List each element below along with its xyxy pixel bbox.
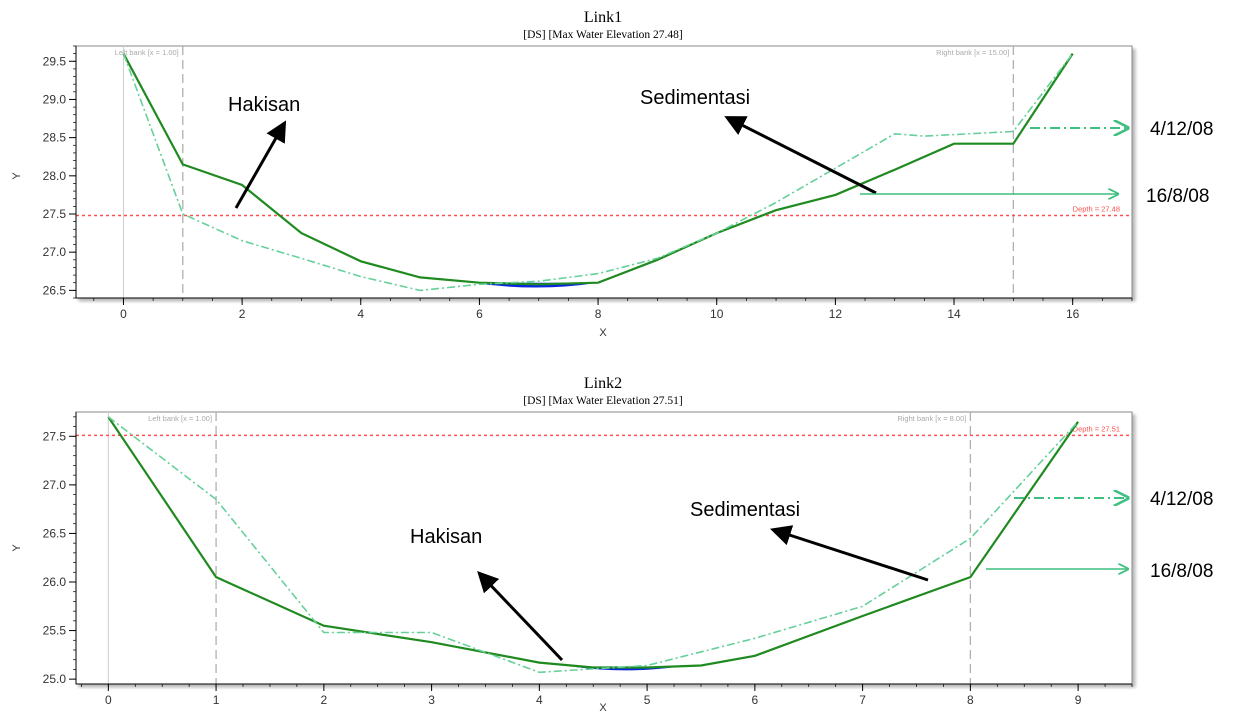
plot-area [75, 411, 1133, 685]
arrow-sedimentasi [724, 116, 877, 195]
series-line-solid [122, 52, 1074, 286]
y-tick-label: 27.0 [43, 245, 67, 259]
series-lines [122, 52, 1074, 292]
chart-link2: Link2 [DS] [Max Water Elevation 27.51] L… [11, 375, 1213, 713]
y-tick-label: 26.5 [43, 526, 67, 540]
y-tick-label: 25.0 [43, 672, 67, 686]
x-tick-label: 8 [595, 307, 602, 321]
annotation-hakisan: Hakisan [228, 94, 300, 116]
y-tick-label: 27.0 [43, 478, 67, 492]
x-tick-label: 2 [320, 693, 327, 707]
x-tick-label: 1 [213, 693, 220, 707]
x-tick-label: 6 [752, 693, 759, 707]
left-bank-label: Left bank [x = 1.00] [148, 414, 212, 423]
x-tick-label: 4 [357, 307, 364, 321]
legend-label-dashed: 4/12/08 [1150, 489, 1213, 510]
x-tick-label: 0 [105, 693, 112, 707]
arrow-hakisan [234, 120, 287, 209]
x-tick-label: 2 [239, 307, 246, 321]
right-bank-label: Right bank [x = 15.00] [936, 48, 1009, 57]
annotation-hakisan: Hakisan [410, 526, 482, 548]
annotation-sedimentasi: Sedimentasi [690, 499, 800, 521]
x-tick-label: 16 [1066, 307, 1080, 321]
y-tick-label: 28.0 [43, 169, 67, 183]
x-tick-label: 5 [644, 693, 651, 707]
y-tick-label: 26.0 [43, 575, 67, 589]
arrow-sedimentasi [770, 525, 929, 582]
x-axis-label: X [599, 327, 607, 339]
right-bank-label: Right bank [x = 8.00] [897, 414, 966, 423]
legend-label-solid: 16/8/08 [1146, 186, 1209, 207]
y-tick-label: 29.5 [43, 54, 67, 68]
x-tick-label: 0 [120, 307, 127, 321]
arrow-hakisan [477, 570, 564, 662]
chart-title: Link2 [584, 375, 622, 392]
axes: 0 1 2 3 4 5 6 7 8 9 25.0 25.5 26.0 26.5 27.0 27.5 [43, 412, 1133, 707]
water-level-label: Depth = 27.48 [1073, 205, 1120, 214]
x-tick-label: 3 [428, 693, 435, 707]
bank-lines: Left bank [x = 1.00] Right bank [x = 8.00… [76, 412, 1132, 684]
chart-subtitle: [DS] [Max Water Elevation 27.51] [523, 395, 683, 407]
series-line-dashed [107, 416, 1079, 674]
axes: 0 2 4 6 8 10 12 14 16 26.5 27.0 27.5 28.0 28.5 29.0 29.… [43, 45, 1133, 321]
x-tick-label: 8 [967, 693, 974, 707]
y-tick-label: 26.5 [43, 283, 67, 297]
chart-link1: Link1 [DS] [Max Water Elevation 27.48] L… [11, 9, 1213, 339]
water-level-label: Depth = 27.51 [1073, 424, 1120, 433]
x-tick-label: 14 [947, 307, 961, 321]
y-tick-label: 28.5 [43, 131, 67, 145]
series-line-dashed [122, 53, 1074, 292]
legend-label-dashed: 4/12/08 [1150, 119, 1213, 140]
plot-area [75, 45, 1133, 299]
y-tick-label: 27.5 [43, 207, 67, 221]
y-tick-label: 29.0 [43, 92, 67, 106]
x-tick-label: 7 [859, 693, 866, 707]
series-lines [107, 416, 1080, 674]
y-axis-label: Y [11, 172, 23, 180]
x-tick-label: 12 [829, 307, 843, 321]
x-tick-label: 10 [710, 307, 724, 321]
x-axis-label: X [599, 702, 607, 713]
y-tick-label: 25.5 [43, 624, 67, 638]
y-axis-label: Y [11, 544, 23, 552]
annotation-sedimentasi: Sedimentasi [640, 87, 750, 109]
chart-subtitle: [DS] [Max Water Elevation 27.48] [523, 29, 683, 41]
x-tick-label: 4 [536, 693, 543, 707]
x-tick-label: 9 [1075, 693, 1082, 707]
bank-lines: Left bank [x = 1.00] Right bank [x = 15.0… [76, 46, 1132, 298]
y-tick-label: 27.5 [43, 429, 67, 443]
left-bank-label: Left bank [x = 1.00] [115, 48, 179, 57]
x-tick-label: 6 [476, 307, 483, 321]
legend-label-solid: 16/8/08 [1150, 561, 1213, 582]
chart-title: Link1 [584, 9, 622, 26]
